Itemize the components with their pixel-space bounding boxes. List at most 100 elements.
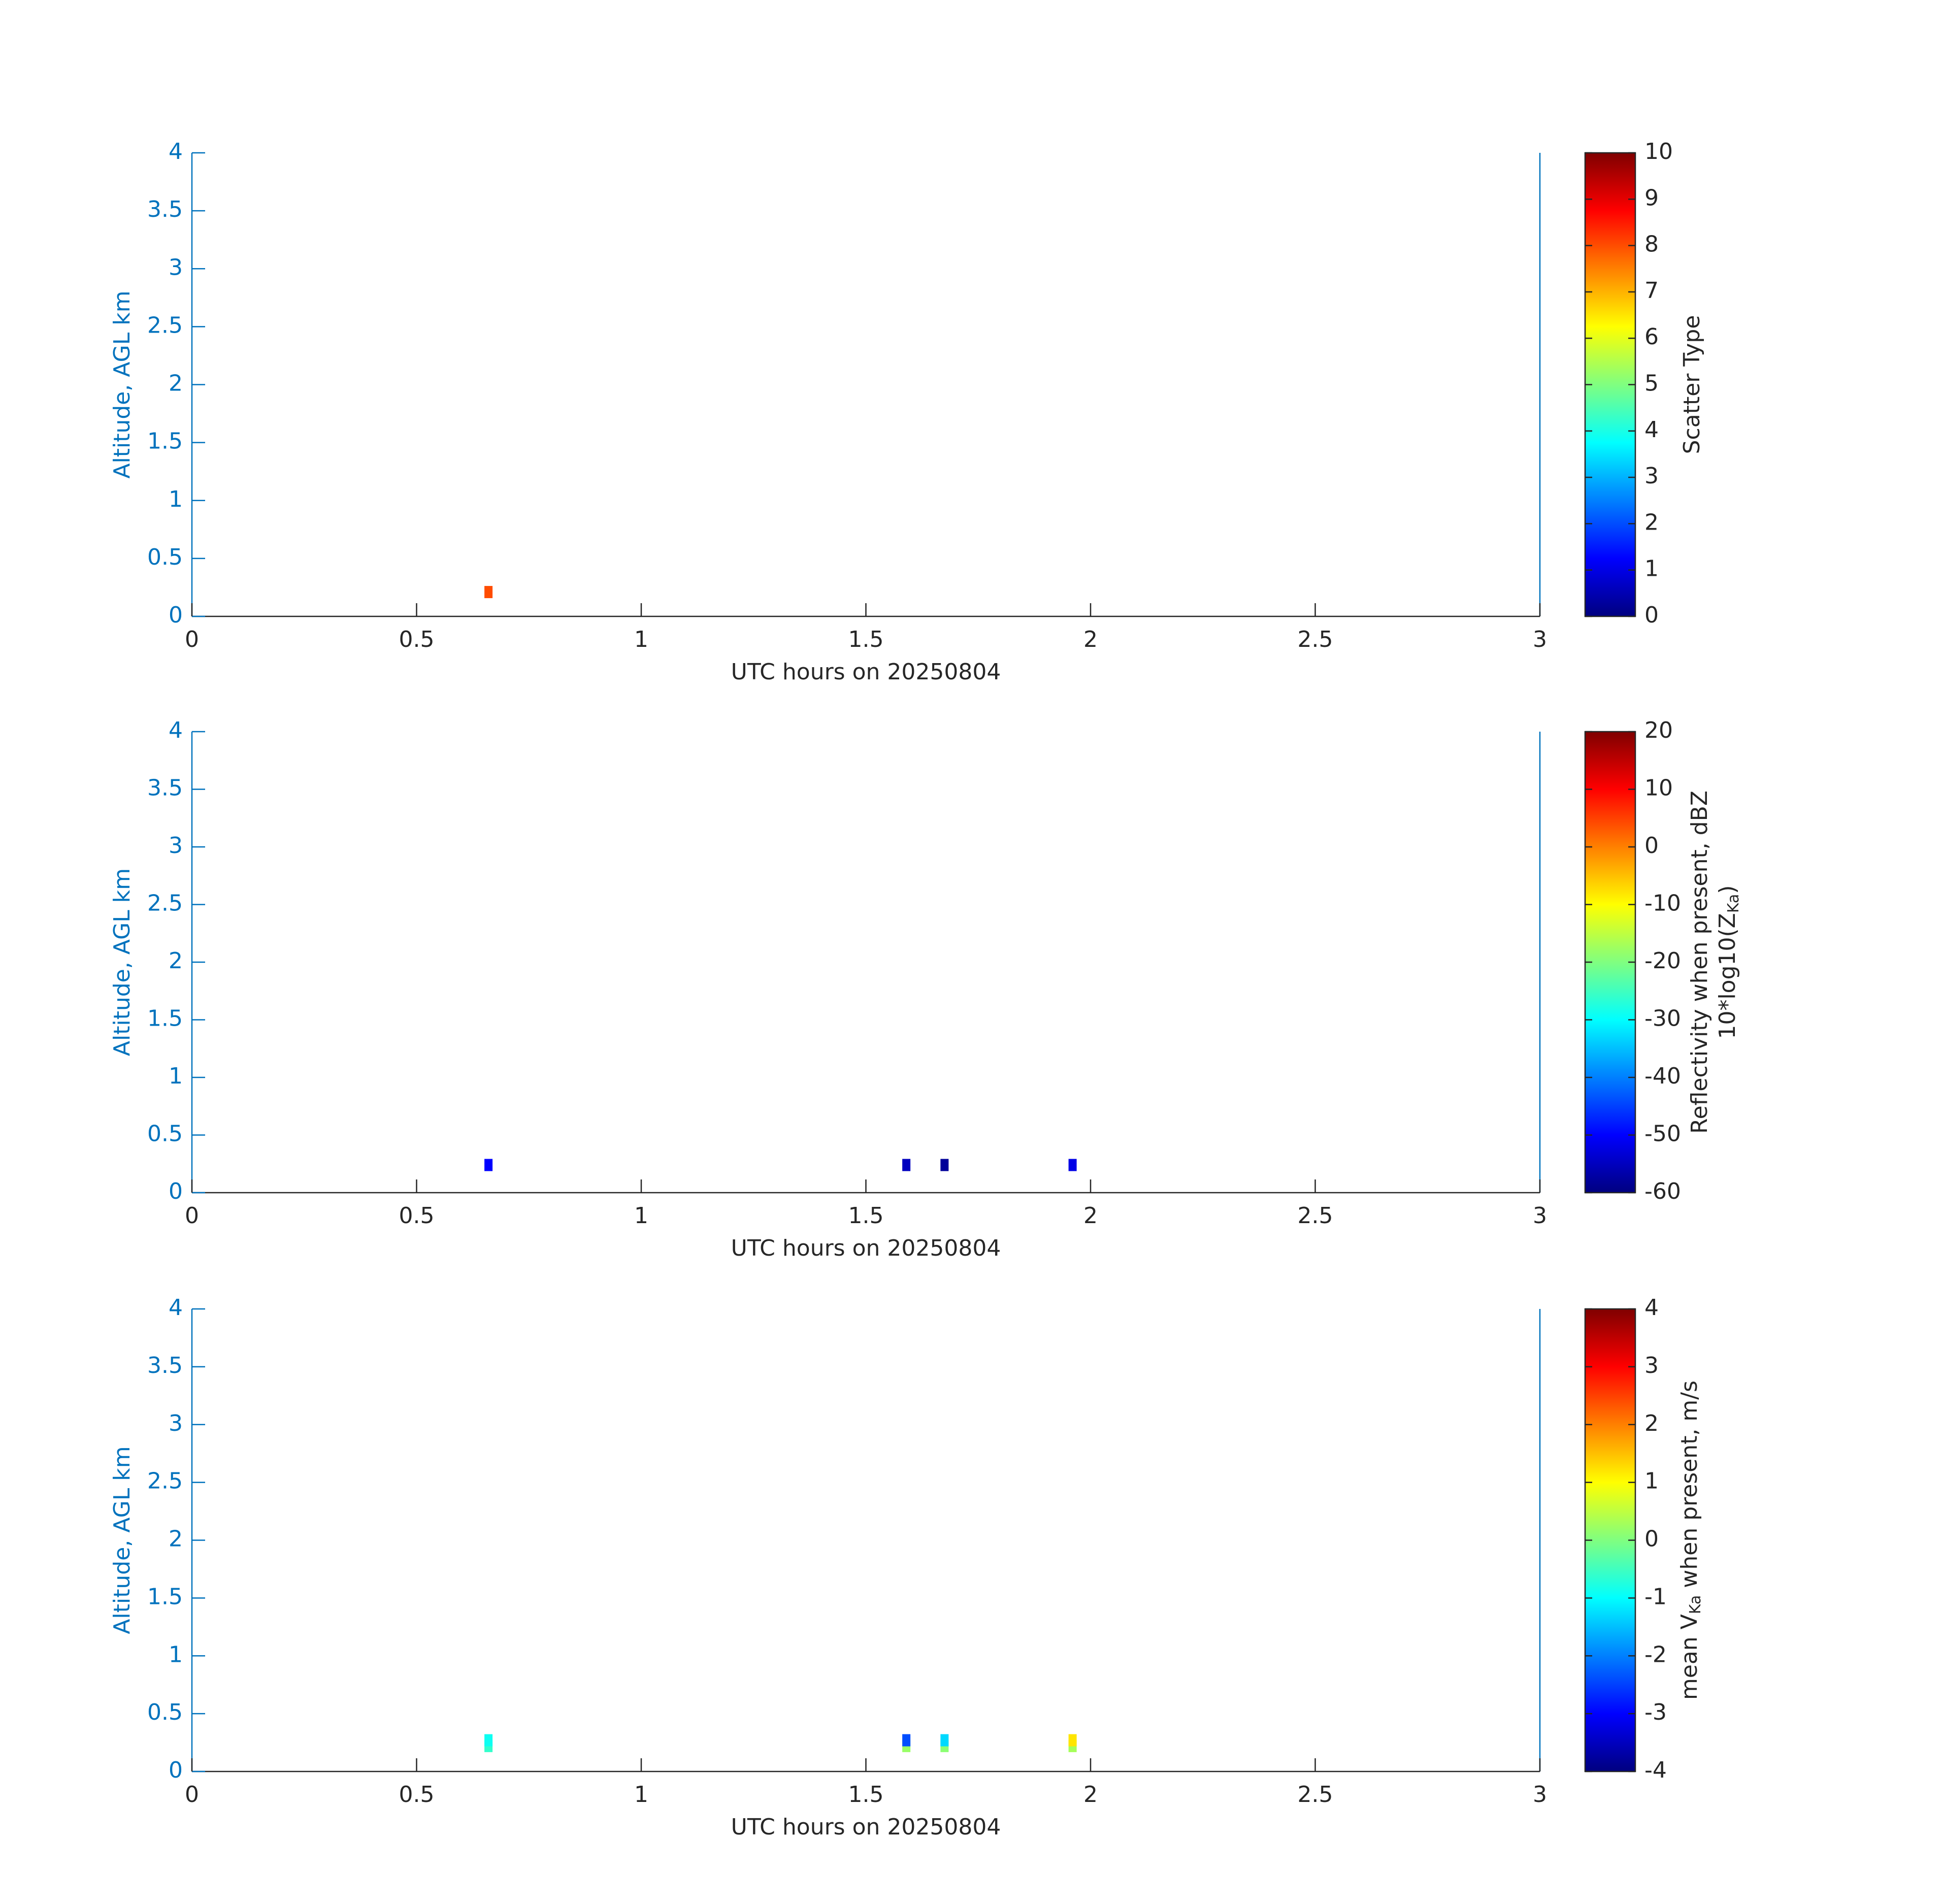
x-tick-label: 2 bbox=[1083, 1782, 1098, 1808]
colorbar-tick-label: -3 bbox=[1644, 1699, 1667, 1725]
colorbar-tick-label: -50 bbox=[1644, 1121, 1681, 1147]
y-tick-label: 0.5 bbox=[147, 1699, 183, 1725]
y-tick-label: 4 bbox=[169, 1295, 183, 1321]
colorbar bbox=[1584, 152, 1636, 617]
y-tick-label: 3 bbox=[169, 1410, 183, 1436]
colorbar-tick-label: 1 bbox=[1644, 556, 1659, 582]
y-tick-label: 3.5 bbox=[147, 775, 183, 801]
colorbar-tick-label: -2 bbox=[1644, 1642, 1667, 1667]
x-axis-label: UTC hours on 20250804 bbox=[731, 659, 1001, 685]
x-tick-label: 3 bbox=[1533, 627, 1547, 652]
y-tick-label: 2.5 bbox=[147, 891, 183, 916]
y-tick-label: 2 bbox=[169, 371, 183, 397]
colorbar-tick-label: 10 bbox=[1644, 775, 1673, 801]
x-tick-label: 2.5 bbox=[1298, 1203, 1333, 1229]
data-cell bbox=[1068, 1159, 1077, 1171]
colorbar-label-part: Ka bbox=[1725, 894, 1742, 913]
y-tick-label: 3.5 bbox=[147, 196, 183, 222]
colorbar-label-part: ) bbox=[1715, 885, 1740, 894]
x-tick-label: 0 bbox=[185, 1203, 199, 1229]
x-axis-label: UTC hours on 20250804 bbox=[731, 1235, 1001, 1261]
colorbar-tick-label: 4 bbox=[1644, 1295, 1659, 1321]
colorbar-tick-label: -20 bbox=[1644, 948, 1681, 974]
colorbar-label: Scatter Type bbox=[1679, 315, 1705, 454]
x-tick-label: 2 bbox=[1083, 627, 1098, 652]
colorbar bbox=[1584, 1308, 1636, 1772]
y-tick-label: 4 bbox=[169, 717, 183, 743]
data-cell bbox=[902, 1159, 911, 1171]
y-tick-label: 1.5 bbox=[147, 1006, 183, 1032]
data-cell bbox=[484, 586, 493, 599]
colorbar-tick-label: 20 bbox=[1644, 717, 1673, 743]
data-cell bbox=[484, 1159, 493, 1171]
x-tick-label: 2.5 bbox=[1298, 627, 1333, 652]
x-tick-label: 1.5 bbox=[848, 627, 884, 652]
colorbar-tick-label: 0 bbox=[1644, 1526, 1659, 1552]
x-tick-label: 0 bbox=[185, 1782, 199, 1808]
y-tick-label: 2.5 bbox=[147, 1468, 183, 1494]
colorbar-label-part: when present, m/s bbox=[1676, 1381, 1702, 1595]
data-cell bbox=[940, 1159, 949, 1171]
y-tick-label: 4 bbox=[169, 139, 183, 165]
x-tick-label: 0.5 bbox=[399, 1782, 435, 1808]
colorbar-tick-label: 1 bbox=[1644, 1468, 1659, 1494]
colorbar-label: mean VKa when present, m/s bbox=[1676, 1381, 1704, 1700]
y-tick-label: 1.5 bbox=[147, 429, 183, 454]
colorbar-label-part: 10*log10(Z bbox=[1715, 913, 1740, 1039]
colorbar bbox=[1584, 731, 1636, 1194]
y-axis-label: Altitude, AGL km bbox=[109, 1446, 135, 1634]
colorbar-tick-label: -30 bbox=[1644, 1006, 1681, 1032]
colorbar-tick-label: 0 bbox=[1644, 602, 1659, 628]
y-tick-label: 0.5 bbox=[147, 1121, 183, 1147]
colorbar-label-part: Ka bbox=[1687, 1595, 1704, 1615]
colorbar-tick-label: 0 bbox=[1644, 833, 1659, 859]
colorbar-tick-label: -60 bbox=[1644, 1178, 1681, 1204]
y-tick-label: 1 bbox=[169, 1063, 183, 1089]
colorbar-tick-label: 8 bbox=[1644, 232, 1659, 257]
data-cell bbox=[484, 1734, 493, 1747]
y-tick-label: 2.5 bbox=[147, 312, 183, 338]
colorbar-tick-label: -4 bbox=[1644, 1757, 1667, 1783]
colorbar-tick-label: -10 bbox=[1644, 891, 1681, 916]
colorbar-tick-label: 5 bbox=[1644, 371, 1659, 397]
data-cell bbox=[1068, 1734, 1077, 1747]
x-tick-label: 1 bbox=[634, 1203, 648, 1229]
y-tick-label: 1 bbox=[169, 486, 183, 512]
y-tick-label: 2 bbox=[169, 1526, 183, 1552]
y-tick-label: 1 bbox=[169, 1642, 183, 1667]
colorbar-label: 10*log10(ZKa) bbox=[1715, 885, 1742, 1039]
colorbar-label-part: mean V bbox=[1676, 1614, 1702, 1700]
x-axis-label: UTC hours on 20250804 bbox=[731, 1814, 1001, 1840]
x-tick-label: 0.5 bbox=[399, 627, 435, 652]
x-tick-label: 1 bbox=[634, 627, 648, 652]
colorbar-tick-label: 7 bbox=[1644, 278, 1659, 304]
colorbar-tick-label: 9 bbox=[1644, 185, 1659, 211]
x-tick-label: 3 bbox=[1533, 1782, 1547, 1808]
colorbar-tick-label: -1 bbox=[1644, 1584, 1667, 1610]
x-tick-label: 2.5 bbox=[1298, 1782, 1333, 1808]
x-tick-label: 1 bbox=[634, 1782, 648, 1808]
x-tick-label: 1.5 bbox=[848, 1203, 884, 1229]
colorbar-tick-label: 10 bbox=[1644, 139, 1673, 165]
y-tick-label: 0 bbox=[169, 602, 183, 628]
y-tick-label: 2 bbox=[169, 948, 183, 974]
x-tick-label: 0 bbox=[185, 627, 199, 652]
data-cell bbox=[902, 1734, 911, 1747]
y-axis-label: Altitude, AGL km bbox=[109, 290, 135, 478]
colorbar-tick-label: 2 bbox=[1644, 1410, 1659, 1436]
y-tick-label: 3 bbox=[169, 833, 183, 859]
y-tick-label: 0 bbox=[169, 1178, 183, 1204]
y-tick-label: 0.5 bbox=[147, 544, 183, 570]
y-tick-label: 3.5 bbox=[147, 1353, 183, 1378]
colorbar-tick-label: 4 bbox=[1644, 417, 1659, 443]
x-tick-label: 1.5 bbox=[848, 1782, 884, 1808]
x-tick-label: 3 bbox=[1533, 1203, 1547, 1229]
y-tick-label: 3 bbox=[169, 254, 183, 280]
y-tick-label: 0 bbox=[169, 1757, 183, 1783]
colorbar-tick-label: 2 bbox=[1644, 509, 1659, 535]
y-tick-label: 1.5 bbox=[147, 1584, 183, 1610]
colorbar-tick-label: 3 bbox=[1644, 463, 1659, 489]
y-axis-label: Altitude, AGL km bbox=[109, 868, 135, 1056]
x-tick-label: 0.5 bbox=[399, 1203, 435, 1229]
